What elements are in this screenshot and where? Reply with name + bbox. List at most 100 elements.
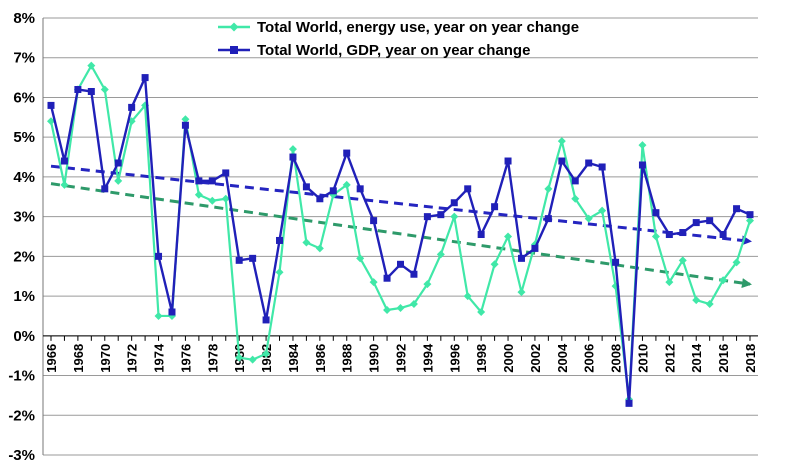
data-point (665, 278, 674, 287)
data-point (517, 288, 526, 297)
legend-marker (229, 22, 239, 32)
data-point (531, 244, 539, 252)
data-point (504, 157, 512, 165)
data-point (181, 121, 189, 129)
data-point (60, 157, 68, 165)
data-point (692, 296, 701, 305)
data-point (598, 163, 606, 171)
data-point (356, 254, 365, 263)
y-axis: 8% 7% 6% 5% 4% 3% 2% 1% 0% -1% -2% -3% (8, 10, 35, 464)
legend-label: Total World, energy use, year on year ch… (257, 19, 579, 36)
data-point (437, 211, 445, 219)
data-point (235, 256, 243, 264)
data-point (612, 258, 620, 266)
data-point (652, 209, 660, 217)
data-point (248, 355, 257, 364)
x-tick-label: 1992 (394, 344, 409, 373)
data-point (679, 229, 687, 237)
trendlines (50, 164, 752, 288)
data-point (410, 270, 418, 278)
legend-marker (230, 46, 238, 54)
x-tick-label: 2012 (662, 344, 677, 373)
legend: Total World, energy use, year on year ch… (218, 19, 579, 59)
data-point (275, 268, 284, 277)
data-point (746, 216, 754, 225)
y-tick-label: 8% (13, 10, 35, 27)
data-point (692, 219, 700, 227)
x-tick-label: 2006 (582, 344, 597, 373)
data-point (262, 349, 271, 358)
data-point (181, 115, 190, 124)
data-point (222, 169, 230, 177)
data-point (47, 117, 55, 126)
data-point (544, 215, 552, 223)
data-point (262, 316, 270, 324)
x-tick-label: 1970 (98, 344, 113, 373)
data-point (396, 304, 405, 313)
data-point (557, 137, 566, 146)
data-point (746, 211, 754, 219)
x-tick-label: 1966 (44, 344, 59, 373)
x-tick-label: 2010 (635, 344, 650, 373)
data-point (127, 117, 136, 126)
data-point (289, 153, 297, 161)
data-point (651, 232, 660, 241)
data-point (423, 280, 432, 289)
data-point (477, 231, 485, 239)
x-tick-label: 1996 (447, 344, 462, 373)
x-tick-label: 2016 (716, 344, 731, 373)
x-tick-label: 2018 (743, 344, 758, 373)
data-point (154, 311, 163, 320)
data-point (208, 177, 216, 185)
x-tick-label: 1988 (340, 344, 355, 373)
data-point (625, 399, 633, 407)
data-point (369, 278, 378, 287)
data-point (343, 149, 351, 157)
data-point (100, 85, 109, 94)
data-point (491, 203, 499, 211)
data-point (665, 231, 673, 239)
series (47, 74, 754, 407)
data-point (141, 74, 149, 82)
data-point (436, 250, 445, 259)
data-point (584, 214, 593, 223)
data-point (423, 213, 431, 221)
data-point (571, 177, 579, 185)
data-point (276, 236, 284, 244)
data-point (47, 101, 55, 109)
series-layer (47, 61, 754, 407)
data-point (517, 254, 525, 262)
x-tick-label: 2002 (528, 344, 543, 373)
y-tick-label: 4% (13, 169, 35, 186)
data-point (719, 276, 728, 285)
data-point (356, 185, 364, 193)
y-tick-label: 2% (13, 248, 35, 265)
x-tick-label: 1972 (125, 344, 140, 373)
y-tick-label: 1% (13, 288, 35, 305)
y-tick-label: 7% (13, 50, 35, 67)
y-tick-label: -2% (8, 407, 35, 424)
data-point (732, 258, 741, 267)
data-point (370, 217, 378, 225)
y-tick-label: 3% (13, 209, 35, 226)
data-point (155, 252, 163, 260)
data-point (195, 177, 203, 185)
data-point (733, 205, 741, 213)
data-point (464, 185, 472, 193)
x-tick-label: 2000 (501, 344, 516, 373)
data-point (397, 260, 404, 268)
data-point (477, 307, 486, 316)
y-tick-label: 0% (13, 328, 35, 345)
data-point (168, 308, 176, 316)
data-point (249, 254, 257, 262)
data-point (342, 180, 351, 189)
x-tick-label: 1998 (474, 344, 489, 373)
data-point (558, 157, 566, 165)
legend-label: Total World, GDP, year on year change (257, 42, 530, 59)
data-point (409, 300, 418, 309)
data-point (504, 232, 513, 241)
data-point (383, 305, 392, 314)
data-point (114, 159, 122, 167)
x-tick-label: 1968 (71, 344, 86, 373)
